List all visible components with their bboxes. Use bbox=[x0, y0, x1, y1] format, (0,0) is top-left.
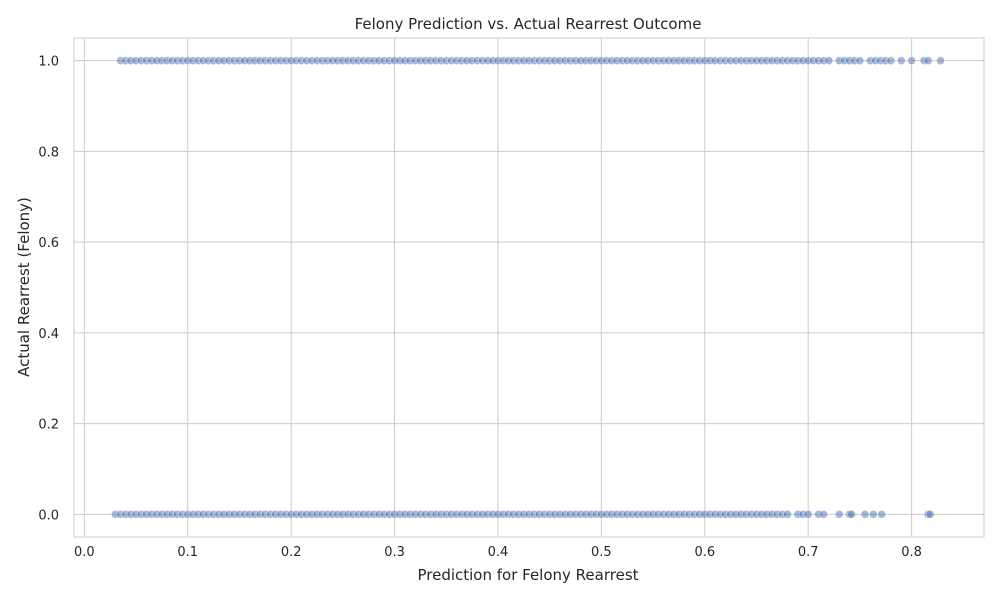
data-point bbox=[896, 56, 906, 65]
x-axis-label: Prediction for Felony Rearrest bbox=[417, 566, 638, 584]
data-point bbox=[847, 510, 856, 519]
data-point bbox=[907, 56, 916, 65]
data-point bbox=[834, 510, 844, 519]
data-point bbox=[869, 510, 878, 519]
x-tick-label: 0.4 bbox=[488, 545, 509, 560]
data-point bbox=[925, 510, 935, 519]
x-tick-label: 0.7 bbox=[798, 545, 819, 560]
data-point bbox=[819, 510, 829, 519]
data-point bbox=[783, 510, 792, 519]
plot-frame bbox=[73, 37, 985, 538]
x-tick-label: 0.6 bbox=[694, 545, 715, 560]
data-point bbox=[886, 56, 896, 65]
y-axis-label: Actual Rearrest (Felony) bbox=[15, 197, 33, 377]
x-tick-label: 0.3 bbox=[384, 545, 405, 560]
y-tick-label: 0.8 bbox=[38, 145, 59, 160]
x-tick-label: 0.1 bbox=[177, 545, 198, 560]
data-point bbox=[923, 56, 933, 65]
data-point bbox=[803, 510, 813, 519]
y-tick-label: 0.4 bbox=[38, 327, 59, 342]
grid-lines bbox=[74, 38, 984, 537]
data-points bbox=[111, 56, 945, 519]
x-tick-labels: 0.0 0.1 0.2 0.3 0.4 0.5 0.6 0.7 0.8 bbox=[74, 545, 922, 560]
y-tick-labels: 0.0 0.2 0.4 0.6 0.8 1.0 bbox=[38, 55, 59, 524]
y-tick-label: 1.0 bbox=[38, 55, 59, 70]
x-tick-label: 0.5 bbox=[591, 545, 612, 560]
x-tick-label: 0.0 bbox=[74, 545, 95, 560]
data-point bbox=[936, 56, 945, 65]
y-tick-label: 0.0 bbox=[38, 508, 59, 523]
x-tick-label: 0.2 bbox=[281, 545, 302, 560]
chart-title: Felony Prediction vs. Actual Rearrest Ou… bbox=[355, 15, 702, 33]
data-point bbox=[824, 56, 834, 65]
x-tick-label: 0.8 bbox=[901, 545, 922, 560]
data-point bbox=[877, 510, 886, 519]
data-point bbox=[855, 56, 865, 65]
y-tick-label: 0.6 bbox=[38, 236, 59, 251]
data-point bbox=[860, 510, 870, 519]
y-tick-label: 0.2 bbox=[38, 418, 59, 433]
